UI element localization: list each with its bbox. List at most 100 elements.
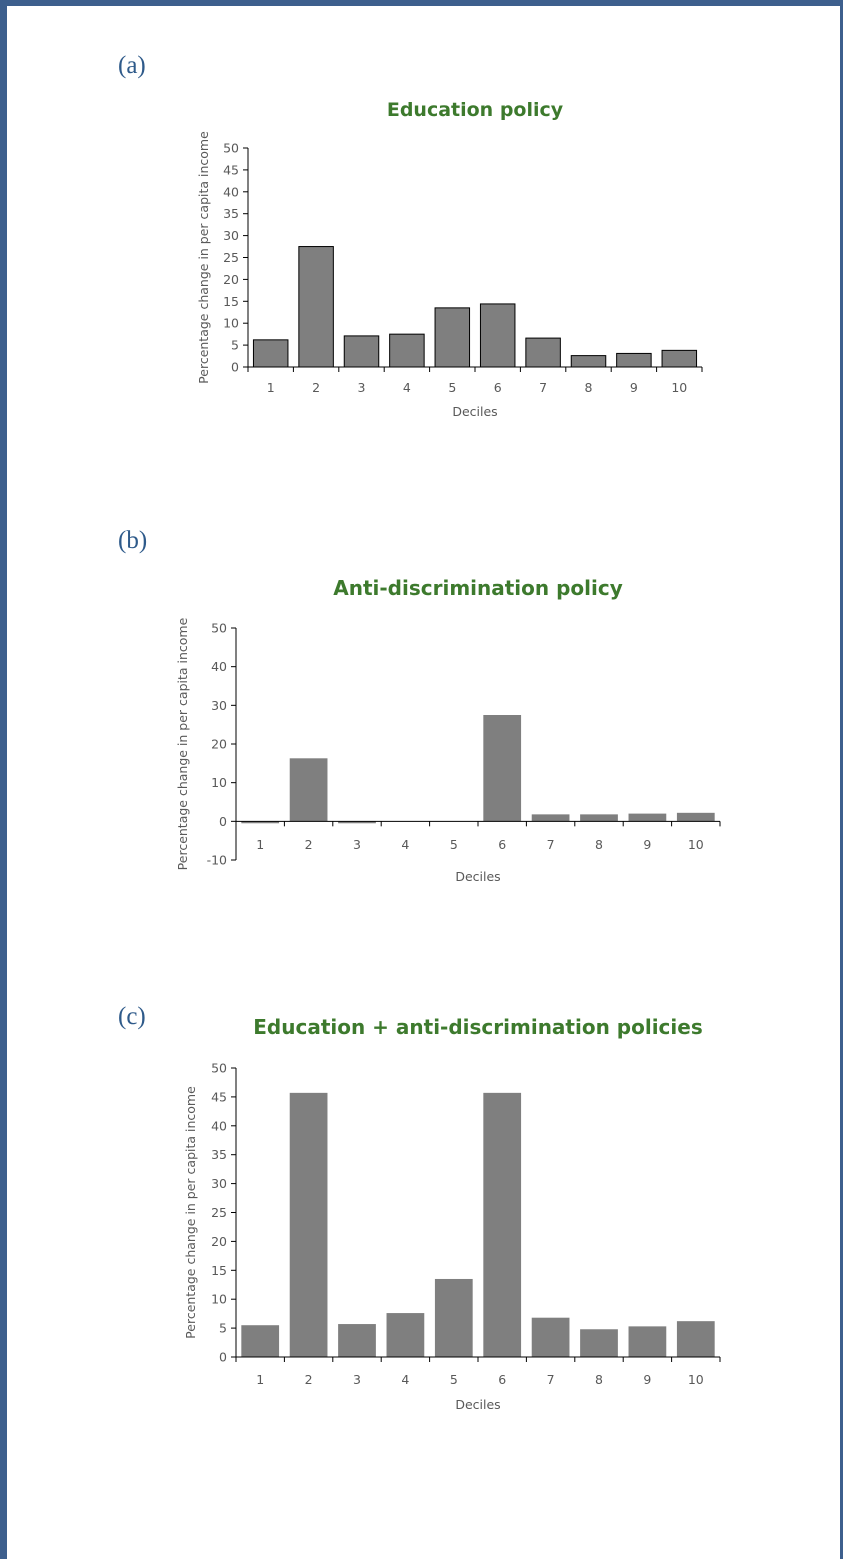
y-tick-label: 10 [211, 775, 227, 790]
y-tick-label: 10 [211, 1292, 227, 1307]
x-tick-label: 1 [256, 837, 264, 852]
bar-decile-1 [252, 339, 289, 368]
bar-decile-5 [434, 307, 471, 368]
bar-decile-2 [289, 1092, 328, 1357]
y-axis-title: Percentage change in per capita income [175, 617, 190, 870]
y-tick-label: 40 [211, 1118, 227, 1133]
bar-decile-8 [580, 1329, 618, 1357]
x-tick-label: 1 [256, 1372, 264, 1387]
bar-decile-5 [434, 1278, 473, 1357]
chart-title: Education + anti-discrimination policies [253, 1015, 702, 1039]
y-tick-label: 20 [211, 1234, 227, 1249]
y-tick-label: 35 [223, 206, 239, 221]
x-tick-label: 6 [498, 837, 506, 852]
y-tick-label: 0 [231, 360, 239, 375]
y-tick-label: 35 [211, 1147, 227, 1162]
bar-decile-10 [676, 1321, 715, 1357]
y-tick-label: 30 [223, 228, 239, 243]
bar-decile-2 [298, 246, 334, 368]
y-tick-label: 45 [211, 1089, 227, 1104]
x-tick-label: 2 [312, 380, 320, 395]
x-tick-label: 7 [547, 1372, 555, 1387]
x-tick-label: 1 [267, 380, 275, 395]
x-tick-label: 8 [585, 380, 593, 395]
panel-label-a: (a) [118, 52, 146, 79]
x-tick-label: 2 [305, 1372, 313, 1387]
bar-decile-10 [661, 349, 698, 368]
x-tick-label: 2 [305, 837, 313, 852]
x-tick-label: 3 [353, 837, 361, 852]
bar-decile-6 [483, 1092, 522, 1357]
y-tick-label: 50 [211, 1061, 227, 1076]
x-axis-title: Deciles [452, 404, 497, 419]
x-tick-label: 8 [595, 837, 603, 852]
x-tick-label: 8 [595, 1372, 603, 1387]
y-tick-label: 25 [223, 250, 239, 265]
y-tick-label: 0 [219, 814, 227, 829]
bar-decile-9 [628, 813, 667, 822]
y-tick-label: 10 [223, 316, 239, 331]
y-tick-label: 50 [211, 621, 227, 636]
x-tick-label: 9 [643, 837, 651, 852]
bar-decile-9 [616, 352, 652, 368]
y-tick-label: 45 [223, 162, 239, 177]
bar-decile-1 [241, 1325, 280, 1357]
y-tick-label: 5 [231, 338, 239, 353]
y-tick-label: 30 [211, 1176, 227, 1191]
bar-decile-1 [241, 821, 280, 824]
y-tick-label: 0 [219, 1350, 227, 1365]
bar-decile-10 [676, 812, 715, 822]
x-tick-label: 5 [450, 1372, 458, 1387]
x-tick-label: 3 [358, 380, 366, 395]
y-tick-label: 40 [223, 184, 239, 199]
x-tick-label: 9 [643, 1372, 651, 1387]
x-tick-label: 6 [498, 1372, 506, 1387]
x-tick-label: 6 [494, 380, 502, 395]
bar-decile-7 [531, 814, 570, 822]
bar-decile-8 [580, 814, 618, 822]
y-tick-label: 40 [211, 659, 227, 674]
y-tick-label: 5 [219, 1321, 227, 1336]
bar-decile-8 [570, 355, 607, 368]
bar-decile-6 [483, 715, 522, 822]
x-axis-title: Deciles [455, 869, 500, 884]
bar-decile-3 [343, 335, 380, 368]
y-axis-title: Percentage change in per capita income [196, 131, 211, 384]
y-tick-label: 25 [211, 1205, 227, 1220]
chart-anti-discrimination-policy: Anti-discrimination policy -10 0 10 20 30 40 50… [175, 576, 721, 884]
x-tick-label: 5 [450, 837, 458, 852]
x-axis-title: Deciles [455, 1397, 500, 1412]
x-tick-label: 10 [671, 380, 687, 395]
y-axis-title: Percentage change in per capita income [183, 1086, 198, 1339]
y-tick-label: 20 [223, 272, 239, 287]
x-tick-label: 5 [448, 380, 456, 395]
x-tick-label: 7 [539, 380, 547, 395]
bar-decile-2 [289, 758, 328, 822]
x-tick-label: 3 [353, 1372, 361, 1387]
y-tick-label: 15 [223, 294, 239, 309]
x-tick-label: 9 [630, 380, 638, 395]
chart-combined-policies: Education + anti-discrimination policies… [183, 1015, 721, 1412]
bar-decile-6 [479, 303, 516, 368]
y-tick-label: 15 [211, 1263, 227, 1278]
bar-decile-3 [338, 821, 376, 824]
x-tick-label: 10 [688, 837, 704, 852]
y-tick-label: 30 [211, 698, 227, 713]
chart-title: Anti-discrimination policy [333, 576, 623, 600]
x-tick-label: 4 [401, 1372, 409, 1387]
bar-decile-7 [525, 337, 561, 368]
x-tick-label: 4 [403, 380, 411, 395]
bar-decile-4 [389, 333, 425, 368]
y-tick-label: 50 [223, 141, 239, 156]
x-tick-label: 10 [688, 1372, 704, 1387]
y-tick-label: -10 [207, 853, 227, 868]
bar-decile-7 [531, 1317, 570, 1357]
y-tick-label: 20 [211, 737, 227, 752]
x-tick-label: 7 [547, 837, 555, 852]
panel-label-c: (c) [118, 1003, 146, 1030]
bar-decile-3 [338, 1324, 376, 1357]
bar-decile-9 [628, 1326, 667, 1357]
